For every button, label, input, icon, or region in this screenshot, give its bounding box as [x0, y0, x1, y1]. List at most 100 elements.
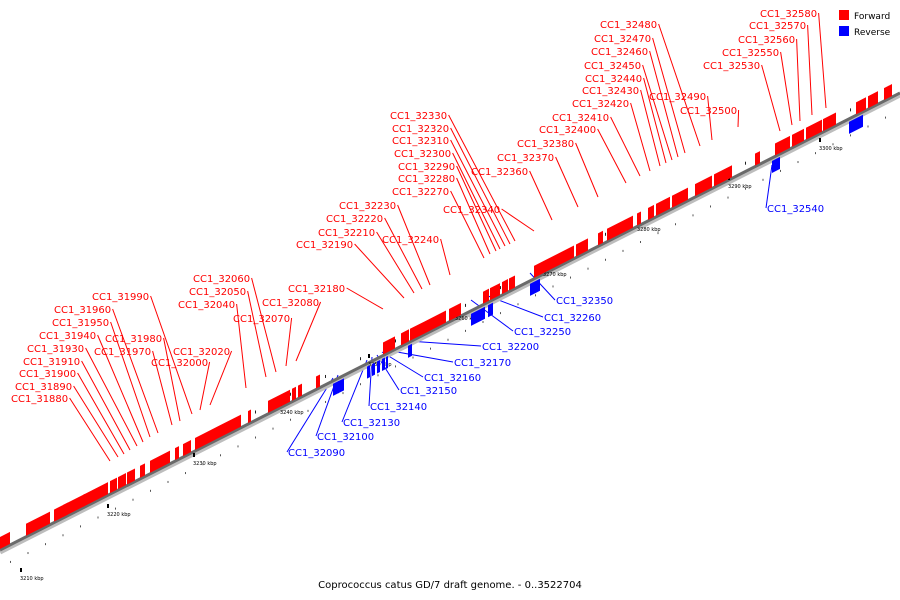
- forward-gene-label: CC1_32560: [738, 35, 795, 46]
- minor-tick-mark: [430, 347, 431, 350]
- forward-leader-line: [152, 350, 173, 426]
- forward-leader-line: [630, 102, 651, 172]
- minor-tick-mark: [395, 339, 396, 343]
- minor-tick-mark: [447, 338, 449, 341]
- forward-gene-block: [648, 204, 654, 220]
- forward-gene-label: CC1_32490: [649, 92, 706, 103]
- minor-tick-mark: [115, 507, 116, 510]
- forward-leader-line: [150, 295, 193, 415]
- minor-tick-mark: [290, 392, 291, 396]
- forward-gene-block: [208, 426, 218, 444]
- forward-gene-block: [248, 409, 251, 424]
- forward-gene-label: CC1_32240: [382, 235, 439, 246]
- forward-gene-label: CC1_31970: [94, 347, 151, 358]
- forward-leader-line: [597, 128, 627, 184]
- minor-tick-mark: [762, 178, 764, 181]
- forward-gene-label: CC1_32330: [390, 111, 447, 122]
- tick-label: 3210 kbp: [20, 576, 44, 582]
- minor-tick-mark: [727, 196, 729, 199]
- tick-label: 3230 kbp: [193, 461, 217, 467]
- minor-tick-mark: [482, 320, 484, 323]
- minor-tick-mark: [167, 480, 169, 483]
- forward-gene-label: CC1_32340: [443, 205, 500, 216]
- minor-tick-mark: [517, 303, 519, 306]
- reverse-gene-block: [367, 365, 370, 379]
- minor-tick-mark: [885, 116, 886, 119]
- minor-tick-mark: [465, 329, 466, 332]
- genome-axis: [0, 91, 900, 552]
- forward-leader-line: [77, 372, 125, 455]
- tick-label: 3260 kbp: [455, 316, 479, 322]
- tick-label: 3220 kbp: [107, 512, 131, 518]
- minor-tick-mark: [692, 214, 694, 217]
- forward-leader-line: [346, 287, 384, 310]
- forward-leader-line: [69, 397, 111, 462]
- forward-gene-block: [424, 310, 446, 334]
- forward-gene-label: CC1_32040: [178, 300, 235, 311]
- forward-gene-block: [509, 275, 515, 291]
- reverse-gene-block: [386, 355, 388, 369]
- forward-gene-block: [502, 279, 508, 295]
- tick-label: 3270 kbp: [543, 272, 567, 278]
- forward-gene-label: CC1_32280: [398, 174, 455, 185]
- forward-gene-label: CC1_32430: [582, 86, 639, 97]
- forward-leader-line: [450, 190, 485, 259]
- forward-gene-label: CC1_31980: [105, 334, 162, 345]
- minor-tick-mark: [360, 357, 361, 361]
- forward-leader-line: [456, 165, 497, 252]
- reverse-gene-block: [471, 306, 485, 326]
- minor-tick-mark: [202, 463, 204, 466]
- minor-tick-mark: [395, 365, 396, 368]
- forward-gene-label: CC1_32190: [296, 240, 353, 251]
- reverse-leader-line: [407, 340, 482, 347]
- leader-lines: [69, 12, 827, 462]
- minor-tick-mark: [745, 161, 746, 165]
- reverse-gene-label: CC1_32150: [400, 386, 457, 397]
- forward-leader-line: [796, 38, 801, 122]
- forward-gene-block: [823, 112, 836, 132]
- forward-gene-label: CC1_32450: [584, 61, 641, 72]
- forward-leader-line: [737, 109, 740, 128]
- forward-gene-label: CC1_32470: [594, 34, 651, 45]
- forward-gene-label: CC1_32070: [233, 314, 290, 325]
- reverse-gene-label: CC1_32350: [556, 296, 613, 307]
- reverse-gene-block: [772, 156, 780, 173]
- forward-leader-line: [818, 12, 827, 109]
- forward-gene-block: [268, 389, 290, 413]
- major-tick-mark: [819, 138, 821, 142]
- forward-gene-block: [410, 321, 424, 341]
- forward-leader-line: [85, 347, 138, 447]
- minor-tick-mark: [27, 552, 29, 555]
- reverse-gene-block: [377, 360, 380, 374]
- forward-leader-line: [555, 156, 579, 208]
- forward-gene-label: CC1_31900: [19, 369, 76, 380]
- forward-leader-line: [247, 290, 267, 378]
- legend-reverse-swatch: [839, 26, 849, 36]
- minor-tick-mark: [570, 276, 571, 279]
- forward-leader-line: [199, 361, 211, 411]
- reverse-gene-label: CC1_32100: [317, 432, 374, 443]
- minor-tick-mark: [325, 400, 326, 403]
- gene-features: [0, 84, 892, 549]
- reverse-leader-line: [470, 299, 514, 332]
- minor-tick-mark: [10, 560, 11, 563]
- forward-gene-label: CC1_32480: [600, 20, 657, 31]
- minor-tick-mark: [412, 356, 414, 359]
- minor-tick-mark: [290, 418, 291, 421]
- forward-gene-block: [118, 473, 126, 490]
- forward-gene-label: CC1_32300: [394, 149, 451, 160]
- forward-leader-line: [163, 337, 181, 422]
- forward-gene-block: [218, 414, 241, 439]
- forward-gene-block: [63, 493, 85, 518]
- forward-gene-block: [714, 165, 732, 187]
- forward-gene-label: CC1_32320: [392, 124, 449, 135]
- forward-gene-block: [183, 440, 191, 457]
- reverse-leader-line: [765, 164, 773, 209]
- forward-gene-block: [150, 450, 170, 473]
- minor-tick-mark: [360, 383, 361, 386]
- forward-gene-label: CC1_32310: [392, 136, 449, 147]
- legend-forward-label: Forward: [854, 12, 890, 22]
- forward-leader-line: [285, 317, 293, 367]
- forward-gene-block: [792, 128, 804, 147]
- minor-tick-mark: [255, 436, 256, 439]
